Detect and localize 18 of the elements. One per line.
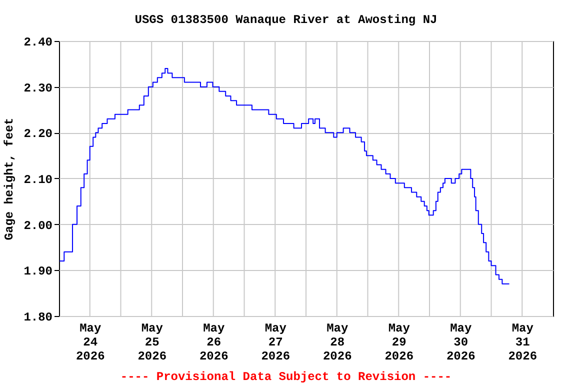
x-tick-label: May 25 2026 [138, 322, 167, 364]
x-tick-label: May 28 2026 [322, 322, 352, 364]
y-tick-label: 1.90 [24, 264, 52, 279]
y-tick-label: 2.20 [24, 127, 52, 142]
y-axis-title: Gage height, feet [2, 118, 17, 240]
y-tick-label: 1.80 [24, 310, 52, 324]
x-tick-label: May 26 2026 [199, 322, 228, 364]
y-tick-label: 2.30 [24, 81, 52, 96]
chart-title: USGS 01383500 Wanaque River at Awosting NJ [134, 13, 438, 27]
x-tick-label: May 29 2026 [384, 322, 414, 364]
y-tick-label: 2.00 [24, 218, 52, 233]
text: ---- Provisional Data Subject to Revision ---- [120, 370, 452, 384]
x-tick-label: May 31 2026 [508, 322, 538, 364]
y-tick-label: 2.40 [24, 36, 52, 50]
x-tick-label: May 30 2026 [446, 322, 476, 364]
x-tick-label: May 27 2026 [261, 322, 290, 364]
x-tick-label: May 24 2026 [76, 322, 105, 364]
y-tick-label: 2.10 [24, 173, 52, 187]
